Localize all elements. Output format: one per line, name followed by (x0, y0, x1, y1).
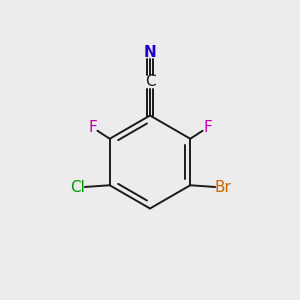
Text: N: N (144, 45, 156, 60)
Text: F: F (88, 120, 97, 135)
Text: F: F (203, 120, 212, 135)
Text: Cl: Cl (70, 180, 85, 195)
Text: C: C (145, 74, 155, 89)
Text: Br: Br (214, 180, 231, 195)
